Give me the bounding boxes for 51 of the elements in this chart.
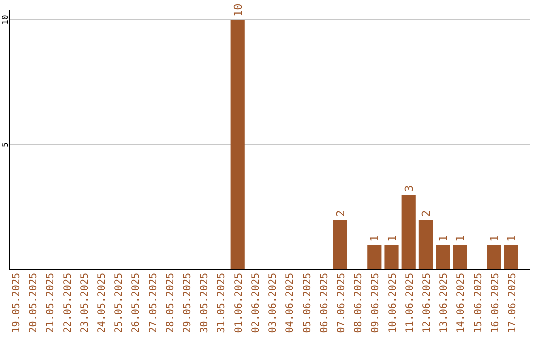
x-tick-label: 26.05.2025 [131, 273, 142, 334]
bar [368, 245, 382, 270]
x-tick-label: 22.05.2025 [62, 273, 74, 334]
x-tick-label: 03.06.2025 [268, 273, 280, 334]
x-tick-label: 01.06.2025 [234, 273, 245, 334]
x-tick-label: 11.06.2025 [404, 273, 416, 334]
data-label: 3 [402, 185, 416, 192]
x-tick-label: 05.06.2025 [302, 273, 314, 334]
x-tick-label: 24.05.2025 [97, 273, 108, 334]
x-tick-label: 19.05.2025 [12, 273, 23, 334]
x-tick-label: 14.06.2025 [456, 273, 468, 334]
x-tick-label: 02.06.2025 [250, 273, 262, 334]
data-label: 10 [232, 4, 245, 17]
x-tick-label: 06.06.2025 [319, 273, 330, 334]
bar [453, 245, 468, 270]
x-tick-label: 25.05.2025 [114, 273, 126, 334]
bar [230, 20, 245, 270]
x-tick-label: 12.06.2025 [422, 273, 433, 334]
x-tick-label: 27.05.2025 [148, 273, 160, 334]
bar [436, 245, 450, 270]
x-tick-label: 20.05.2025 [28, 273, 40, 334]
bar [402, 195, 416, 270]
x-tick-label: 07.06.2025 [336, 273, 348, 334]
x-tick-label: 29.05.2025 [182, 273, 194, 334]
x-tick-label: 04.06.2025 [285, 273, 296, 334]
x-tick-label: 17.06.2025 [507, 273, 518, 334]
data-label: 1 [386, 235, 399, 242]
x-tick-label: 30.05.2025 [200, 273, 211, 334]
data-label: 2 [420, 210, 433, 217]
bar [487, 245, 502, 270]
data-label: 2 [334, 210, 348, 217]
data-label: 1 [437, 235, 450, 242]
y-tick-label: 5 [1, 142, 10, 148]
x-tick-label: 31.05.2025 [216, 273, 228, 334]
data-label: 1 [368, 235, 382, 242]
bar [504, 245, 518, 270]
x-tick-label: 13.06.2025 [439, 273, 450, 334]
x-tick-label: 28.05.2025 [165, 273, 176, 334]
x-tick-label: 23.05.2025 [80, 273, 91, 334]
x-tick-label: 08.06.2025 [354, 273, 365, 334]
x-tick-label: 10.06.2025 [388, 273, 399, 334]
x-tick-label: 09.06.2025 [370, 273, 382, 334]
x-tick-label: 15.06.2025 [473, 273, 484, 334]
data-label: 1 [505, 235, 518, 242]
x-tick-label: 16.06.2025 [490, 273, 502, 334]
bar [333, 220, 348, 270]
data-label: 1 [454, 235, 468, 242]
bar [418, 220, 433, 270]
bar [384, 245, 399, 270]
data-label: 1 [488, 235, 502, 242]
x-tick-label: 21.05.2025 [46, 273, 57, 334]
